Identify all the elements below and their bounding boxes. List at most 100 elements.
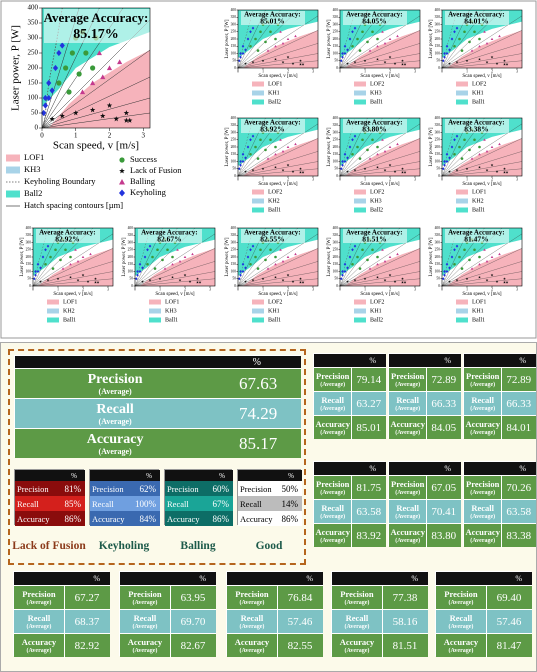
legend-label: Success: [130, 154, 157, 164]
legend-label: Ball2: [268, 99, 281, 105]
keyholing-point: [138, 262, 142, 266]
lof-point: [393, 62, 397, 65]
balling-point: [294, 252, 297, 256]
keyholing-point: [249, 248, 252, 252]
cell-divider: [501, 476, 503, 500]
lof-region: [345, 138, 420, 176]
balling-point: [266, 157, 270, 160]
x-tick-label: 1: [466, 69, 468, 73]
lof-point: [178, 278, 182, 282]
y-axis-label: Laser power, P [W]: [225, 237, 230, 276]
keyholing-point: [141, 266, 144, 270]
balling-point: [274, 152, 277, 156]
table-header: %: [464, 462, 536, 475]
metrics-table: % Precision (Average) 77.38 Recall (Average) 5…: [331, 571, 428, 658]
accuracy-title: Average Accuracy:: [448, 229, 504, 237]
balling-point: [96, 50, 102, 56]
accuracy-value: 82.92%: [55, 235, 79, 244]
row-label-cell: Recall (Average): [120, 610, 170, 634]
hatch-contour: [339, 271, 421, 287]
keyholing-point: [346, 266, 349, 270]
lof-point: [448, 280, 451, 283]
row-sublabel: (Average): [239, 623, 265, 630]
legend-label: KH1: [268, 90, 280, 96]
balling-point: [478, 152, 481, 156]
lof-point: [505, 62, 509, 66]
legend-swatch: [252, 207, 264, 213]
legend-swatch: [252, 81, 264, 87]
table-row: Precision (Average) 76.84: [227, 585, 323, 610]
keyholing-point: [32, 277, 36, 281]
success-point: [63, 65, 69, 71]
lof-point: [401, 170, 404, 174]
table-row: Accuracy (Average) 85.01: [314, 415, 386, 440]
keyholing-point: [443, 51, 446, 56]
lof-region: [447, 30, 522, 68]
success-point: [468, 258, 471, 262]
accuracy-box: [241, 229, 305, 243]
accuracy-value: 85.17%: [73, 27, 119, 42]
y-tick-label: 300: [128, 240, 134, 244]
row-label: Precision: [466, 479, 500, 490]
x-tick-label: 1: [262, 287, 264, 291]
x-tick-label: 2: [491, 287, 493, 291]
keyholing-point: [441, 277, 445, 281]
keyholing-point: [448, 156, 451, 160]
cell-divider: [351, 392, 353, 416]
legend-label: KH3: [24, 164, 41, 174]
table-row: Recall 85%: [15, 496, 85, 511]
legend-swatch: [149, 308, 161, 314]
row-label: Accuracy: [315, 527, 350, 538]
row-label: Precision: [17, 483, 49, 494]
keyholing-point: [36, 269, 40, 274]
y-tick-label: 300: [333, 22, 339, 26]
row-label: Recall: [321, 395, 345, 406]
lof-point: [96, 280, 100, 284]
success-point: [249, 152, 252, 156]
y-tick-label: 200: [231, 145, 237, 149]
y-tick-label: 0: [131, 284, 133, 288]
row-value: 83.38: [506, 530, 532, 542]
cell-divider: [381, 610, 383, 634]
hatch-contour: [41, 112, 151, 129]
keyholing-point: [46, 79, 52, 87]
hatch-contour: [441, 161, 523, 177]
accuracy-value: 84.01%: [464, 17, 488, 26]
success-point: [460, 157, 464, 160]
row-label-cell: Recall (Average): [389, 500, 426, 524]
y-axis-label: Laser power, P [W]: [327, 127, 332, 166]
lof-point: [485, 60, 489, 64]
hatch-contour: [339, 60, 421, 69]
lof-point: [299, 170, 302, 174]
legend-swatch: [252, 299, 264, 305]
lof-point: [495, 170, 499, 173]
lof-point: [455, 278, 459, 282]
balling-point: [279, 138, 282, 141]
row-label: Accuracy: [465, 527, 500, 538]
success-point: [453, 152, 456, 156]
success-point: [358, 49, 362, 52]
balling-point: [470, 267, 474, 270]
x-axis-label: Scan speed, v [m/s]: [53, 292, 92, 297]
legend-label: KH1: [472, 308, 484, 314]
legend-swatch: [456, 99, 468, 105]
success-point: [361, 248, 364, 252]
hatch-contour: [41, 76, 151, 129]
keyholing-point: [346, 156, 349, 160]
balling-point: [396, 142, 399, 146]
lof-point: [401, 280, 404, 284]
legend-label: Ball2: [370, 317, 383, 323]
row-label-cell: Recall (Average): [436, 610, 486, 634]
row-label-cell: Accuracy (Average): [389, 524, 426, 548]
hatch-contour: [237, 151, 319, 177]
lof-point: [39, 280, 42, 283]
hatch-contour: [441, 138, 523, 177]
y-tick-label: 150: [435, 44, 441, 48]
lof-point: [401, 277, 404, 280]
balling-point: [498, 252, 501, 256]
success-point: [458, 255, 461, 259]
x-tick-label: 0: [441, 287, 443, 291]
